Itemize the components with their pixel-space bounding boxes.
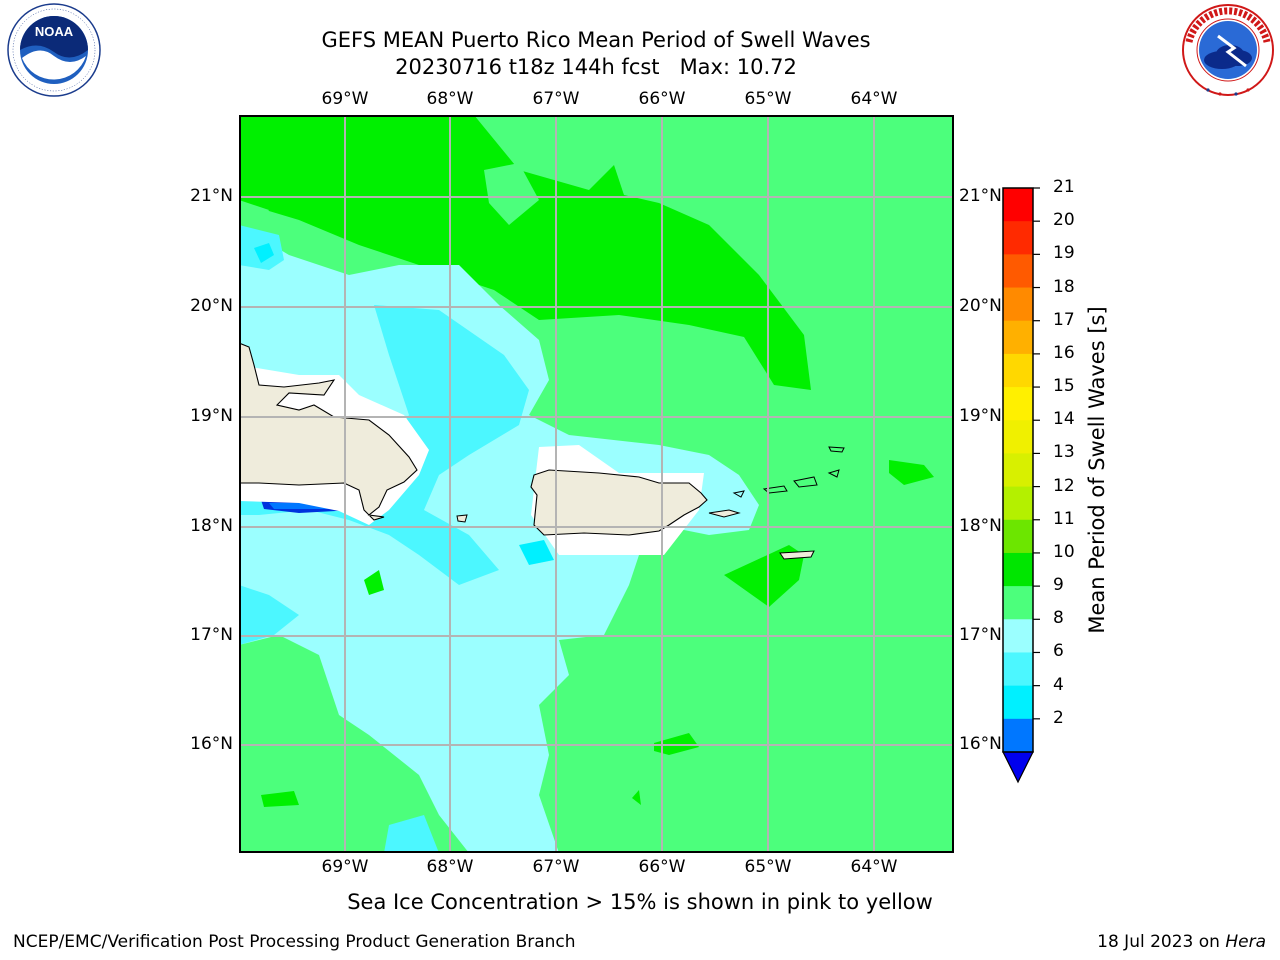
gridlines xyxy=(239,115,954,853)
colorbar-tick-label-10: 10 xyxy=(1053,541,1075,562)
swell-period-map xyxy=(239,115,954,853)
colorbar-segment-7 xyxy=(1003,420,1033,454)
lat-label-left-20n: 20°N xyxy=(190,296,233,316)
colorbar-tick-label-14: 14 xyxy=(1053,409,1075,430)
colorbar-tick-label-16: 16 xyxy=(1053,342,1075,363)
noaa-logo-text: NOAA xyxy=(35,24,74,39)
colorbar-segment-2 xyxy=(1003,254,1033,289)
contour-10-11s-east xyxy=(889,460,934,485)
lon-label-bottom-69w: 69°W xyxy=(321,857,369,877)
island-vieques xyxy=(708,509,741,518)
nws-logo xyxy=(1178,2,1278,102)
contour-10-11s-c xyxy=(261,791,299,807)
noaa-logo: NOAA xyxy=(4,2,104,102)
colorbar-tick-label-4: 4 xyxy=(1053,674,1064,695)
colorbar-segment-3 xyxy=(1003,287,1033,322)
contour-6-8s-channel xyxy=(239,305,529,585)
lat-label-right-16n: 16°N xyxy=(959,734,1002,754)
colorbar-tick-label-8: 8 xyxy=(1053,608,1064,629)
colorbar-segment-14 xyxy=(1003,652,1033,687)
colorbar-segment-0 xyxy=(1003,188,1033,222)
colorbar-frame xyxy=(1002,187,1034,753)
lat-label-left-17n: 17°N xyxy=(190,625,233,645)
lon-label-bottom-66w: 66°W xyxy=(638,857,686,877)
lon-label-top-65w: 65°W xyxy=(744,89,792,109)
lon-label-top-68w: 68°W xyxy=(426,89,474,109)
colorbar-segment-5 xyxy=(1003,353,1033,388)
colorbar-segment-1 xyxy=(1003,221,1033,255)
colorbar-segment-13 xyxy=(1003,619,1033,653)
lat-label-left-21n: 21°N xyxy=(190,186,233,206)
lat-label-right-17n: 17°N xyxy=(959,625,1002,645)
colorbar-segment-12 xyxy=(1003,586,1033,620)
colorbar-tick-label-2: 2 xyxy=(1053,707,1064,728)
colorbar-tick-label-20: 20 xyxy=(1053,210,1075,231)
colorbar-tick-label-9: 9 xyxy=(1053,575,1064,596)
map-panel xyxy=(239,115,954,853)
lon-label-bottom-67w: 67°W xyxy=(532,857,580,877)
island-mona xyxy=(456,514,468,523)
lon-label-top-67w: 67°W xyxy=(532,89,580,109)
colorbar-segment-4 xyxy=(1003,320,1033,355)
colorbar-tick-label-13: 13 xyxy=(1053,442,1075,463)
contour-4-6s-nw xyxy=(254,243,274,263)
lat-label-left-19n: 19°N xyxy=(190,406,233,426)
contour-10-11s-d xyxy=(632,790,641,805)
colorbar-segment-9 xyxy=(1003,486,1033,521)
contour-4-6s-channel xyxy=(519,540,554,565)
colorbar-label: Mean Period of Swell Waves [s] xyxy=(1085,306,1109,634)
lon-label-top-64w: 64°W xyxy=(850,89,898,109)
island-virgin-gorda xyxy=(827,469,840,478)
contour-6-8s-south xyxy=(384,815,439,853)
lat-label-left-18n: 18°N xyxy=(190,516,233,536)
colorbar-extend-triangle xyxy=(1002,751,1034,784)
chart-subtitle-forecast: 20230716 t18z 144h fcst Max: 10.72 xyxy=(395,55,797,79)
colorbar xyxy=(1002,187,1040,784)
lat-label-left-16n: 16°N xyxy=(190,734,233,754)
contour-8-9s xyxy=(239,225,759,853)
lat-label-right-20n: 20°N xyxy=(959,296,1002,316)
contour-10-11s-a xyxy=(364,570,384,595)
footer-host: Hera xyxy=(1225,932,1266,952)
lon-label-top-69w: 69°W xyxy=(321,89,369,109)
colorbar-segment-10 xyxy=(1003,519,1033,554)
footer-credit: NCEP/EMC/Verification Post Processing Pr… xyxy=(13,932,576,952)
colorbar-tick-label-17: 17 xyxy=(1053,309,1075,330)
lon-label-bottom-64w: 64°W xyxy=(850,857,898,877)
colorbar-tick-label-21: 21 xyxy=(1053,177,1075,197)
colorbar-segment-6 xyxy=(1003,387,1033,421)
map-frame xyxy=(239,115,954,853)
footer-date: 18 Jul 2023 on Hera xyxy=(1097,932,1266,952)
colorbar-tick-label-12: 12 xyxy=(1053,475,1075,496)
colorbar-tick-label-15: 15 xyxy=(1053,376,1075,397)
lon-label-bottom-65w: 65°W xyxy=(744,857,792,877)
colorbar-tick-label-6: 6 xyxy=(1053,641,1064,662)
lat-label-right-21n: 21°N xyxy=(959,186,1002,206)
colorbar-segments xyxy=(1003,188,1033,753)
lon-label-top-66w: 66°W xyxy=(638,89,686,109)
colorbar-segment-15 xyxy=(1003,685,1033,720)
lat-label-right-18n: 18°N xyxy=(959,516,1002,536)
land-hispaniola xyxy=(239,342,418,521)
colorbar-segment-8 xyxy=(1003,453,1033,488)
colorbar-tick-label-11: 11 xyxy=(1053,508,1075,529)
colorbar-tick-label-19: 19 xyxy=(1053,243,1075,264)
contour-hole-2 xyxy=(239,200,269,225)
contour-10-11s-south-pr xyxy=(724,545,804,607)
island-anegada xyxy=(828,446,845,453)
island-culebra xyxy=(732,490,745,498)
lon-label-bottom-68w: 68°W xyxy=(426,857,474,877)
sea-ice-note: Sea Ice Concentration > 15% is shown in … xyxy=(347,890,933,914)
colorbar-segment-11 xyxy=(1003,552,1033,587)
contour-10-11s-north xyxy=(239,115,811,390)
footer-date-text: 18 Jul 2023 on xyxy=(1097,932,1226,952)
chart-title: GEFS MEAN Puerto Rico Mean Period of Swe… xyxy=(321,28,871,52)
colorbar-tick-label-18: 18 xyxy=(1053,276,1075,297)
contour-hole-1 xyxy=(484,163,539,225)
island-st-croix xyxy=(779,550,815,560)
lat-label-right-19n: 19°N xyxy=(959,406,1002,426)
island-st-john xyxy=(793,476,818,488)
colorbar-segment-16 xyxy=(1003,718,1033,753)
contour-6-8s-sw xyxy=(239,585,299,645)
